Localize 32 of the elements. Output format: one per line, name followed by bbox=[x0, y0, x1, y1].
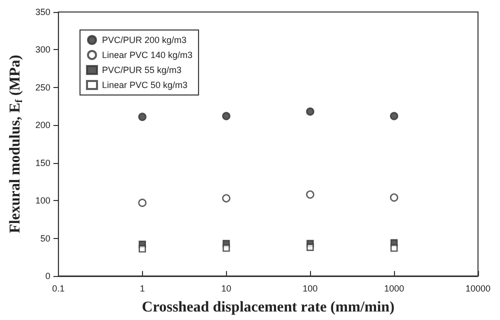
point bbox=[138, 112, 146, 121]
point bbox=[306, 244, 314, 251]
y-tick-label: 150 bbox=[35, 158, 50, 168]
y-axis-title: Flexural modulus, Ef (MPa) bbox=[8, 54, 25, 234]
y-tick-label: 300 bbox=[35, 44, 50, 55]
point bbox=[222, 112, 230, 120]
y-tick-label: 100 bbox=[35, 196, 50, 206]
point bbox=[222, 194, 230, 202]
point bbox=[390, 193, 398, 202]
y-tick-label: 200 bbox=[35, 120, 50, 130]
point bbox=[306, 107, 314, 116]
y-tick-label: 0 bbox=[45, 271, 50, 281]
point bbox=[222, 244, 230, 252]
x-tick-label: 1000 bbox=[384, 284, 404, 294]
x-tick-label: 1 bbox=[140, 284, 145, 294]
point bbox=[390, 112, 398, 120]
x-tick-label: 100 bbox=[302, 284, 318, 294]
legend-label: Linear PVC 50 kg/m3 bbox=[102, 80, 188, 90]
point bbox=[138, 245, 146, 252]
point bbox=[390, 244, 398, 252]
point bbox=[138, 198, 146, 207]
legend-label: Linear PVC 140 kg/m3 bbox=[102, 50, 193, 60]
y-tick-label: 350 bbox=[35, 7, 50, 17]
legend-label: PVC/PUR 200 kg/m3 bbox=[102, 35, 187, 45]
x-tick-label: 10000 bbox=[465, 284, 491, 294]
y-tick-label: 250 bbox=[35, 82, 50, 92]
x-tick-label: 10 bbox=[221, 284, 232, 294]
x-axis-title: Crosshead displacement rate (mm/min) bbox=[142, 300, 395, 316]
y-tick-label: 50 bbox=[40, 233, 50, 244]
legend-label: PVC/PUR 55 kg/m3 bbox=[102, 65, 182, 75]
point bbox=[306, 190, 314, 199]
x-tick-label: 0.1 bbox=[52, 284, 65, 294]
